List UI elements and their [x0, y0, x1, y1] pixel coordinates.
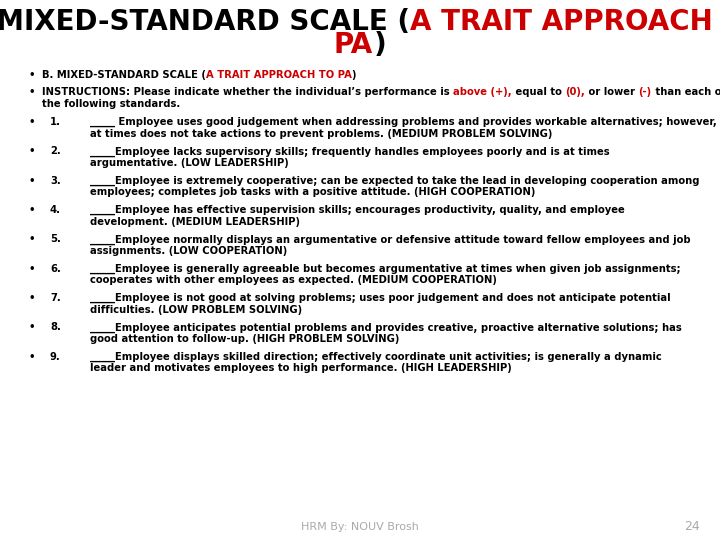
Text: •: •: [28, 205, 35, 215]
Text: _____Employee anticipates potential problems and provides creative, proactive al: _____Employee anticipates potential prob…: [90, 322, 682, 333]
Text: B. MIXED-STANDARD SCALE (: B. MIXED-STANDARD SCALE (: [0, 8, 410, 36]
Text: employees; completes job tasks with a positive attitude. (HIGH COOPERATION): employees; completes job tasks with a po…: [90, 187, 536, 197]
Text: _____Employee has effective supervision skills; encourages productivity, quality: _____Employee has effective supervision …: [90, 205, 625, 215]
Text: HRM By: NOUV Brosh: HRM By: NOUV Brosh: [301, 522, 419, 532]
Text: 1.: 1.: [50, 117, 61, 127]
Text: B. MIXED-STANDARD SCALE (: B. MIXED-STANDARD SCALE (: [42, 70, 206, 80]
Text: than each of: than each of: [652, 87, 720, 97]
Text: difficulties. (LOW PROBLEM SOLVING): difficulties. (LOW PROBLEM SOLVING): [90, 305, 302, 315]
Text: (-): (-): [639, 87, 652, 97]
Text: •: •: [28, 293, 35, 303]
Text: above (+),: above (+),: [453, 87, 512, 97]
Text: •: •: [28, 264, 35, 274]
Text: 2.: 2.: [50, 146, 60, 157]
Text: ): ): [352, 70, 356, 80]
Text: assignments. (LOW COOPERATION): assignments. (LOW COOPERATION): [90, 246, 287, 256]
Text: •: •: [28, 176, 35, 186]
Text: •: •: [28, 87, 35, 97]
Text: 5.: 5.: [50, 234, 61, 245]
Text: at times does not take actions to prevent problems. (MEDIUM PROBLEM SOLVING): at times does not take actions to preven…: [90, 129, 552, 139]
Text: _____Employee is not good at solving problems; uses poor judgement and does not : _____Employee is not good at solving pro…: [90, 293, 670, 303]
Text: A TRAIT APPROACH TO: A TRAIT APPROACH TO: [410, 8, 720, 36]
Text: •: •: [28, 234, 35, 245]
Text: good attention to follow-up. (HIGH PROBLEM SOLVING): good attention to follow-up. (HIGH PROBL…: [90, 334, 400, 344]
Text: _____ Employee uses good judgement when addressing problems and provides workabl: _____ Employee uses good judgement when …: [90, 117, 716, 127]
Text: (0),: (0),: [565, 87, 585, 97]
Text: development. (MEDIUM LEADERSHIP): development. (MEDIUM LEADERSHIP): [90, 217, 300, 227]
Text: _____Employee is generally agreeable but becomes argumentative at times when giv: _____Employee is generally agreeable but…: [90, 264, 680, 274]
Text: 7.: 7.: [50, 293, 60, 303]
Text: •: •: [28, 70, 35, 80]
Text: •: •: [28, 322, 35, 333]
Text: 24: 24: [684, 520, 700, 533]
Text: •: •: [28, 352, 35, 362]
Text: the following standards.: the following standards.: [42, 99, 180, 109]
Text: 6.: 6.: [50, 264, 61, 274]
Text: A TRAIT APPROACH TO PA: A TRAIT APPROACH TO PA: [206, 70, 352, 80]
Text: PA: PA: [334, 31, 373, 59]
Text: 9.: 9.: [50, 352, 60, 362]
Text: •: •: [28, 117, 35, 127]
Text: _____Employee lacks supervisory skills; frequently handles employees poorly and : _____Employee lacks supervisory skills; …: [90, 146, 610, 157]
Text: 3.: 3.: [50, 176, 60, 186]
Text: or lower: or lower: [585, 87, 639, 97]
Text: ): ): [373, 31, 386, 59]
Text: INSTRUCTIONS: Please indicate whether the individual’s performance is: INSTRUCTIONS: Please indicate whether th…: [42, 87, 453, 97]
Text: _____Employee is extremely cooperative; can be expected to take the lead in deve: _____Employee is extremely cooperative; …: [90, 176, 700, 186]
Text: 4.: 4.: [50, 205, 61, 215]
Text: argumentative. (LOW LEADERSHIP): argumentative. (LOW LEADERSHIP): [90, 158, 289, 168]
Text: leader and motivates employees to high performance. (HIGH LEADERSHIP): leader and motivates employees to high p…: [90, 363, 512, 373]
Text: •: •: [28, 146, 35, 157]
Text: _____Employee normally displays an argumentative or defensive attitude toward fe: _____Employee normally displays an argum…: [90, 234, 690, 245]
Text: 8.: 8.: [50, 322, 61, 333]
Text: cooperates with other employees as expected. (MEDIUM COOPERATION): cooperates with other employees as expec…: [90, 275, 497, 285]
Text: _____Employee displays skilled direction; effectively coordinate unit activities: _____Employee displays skilled direction…: [90, 352, 662, 362]
Text: equal to: equal to: [512, 87, 565, 97]
